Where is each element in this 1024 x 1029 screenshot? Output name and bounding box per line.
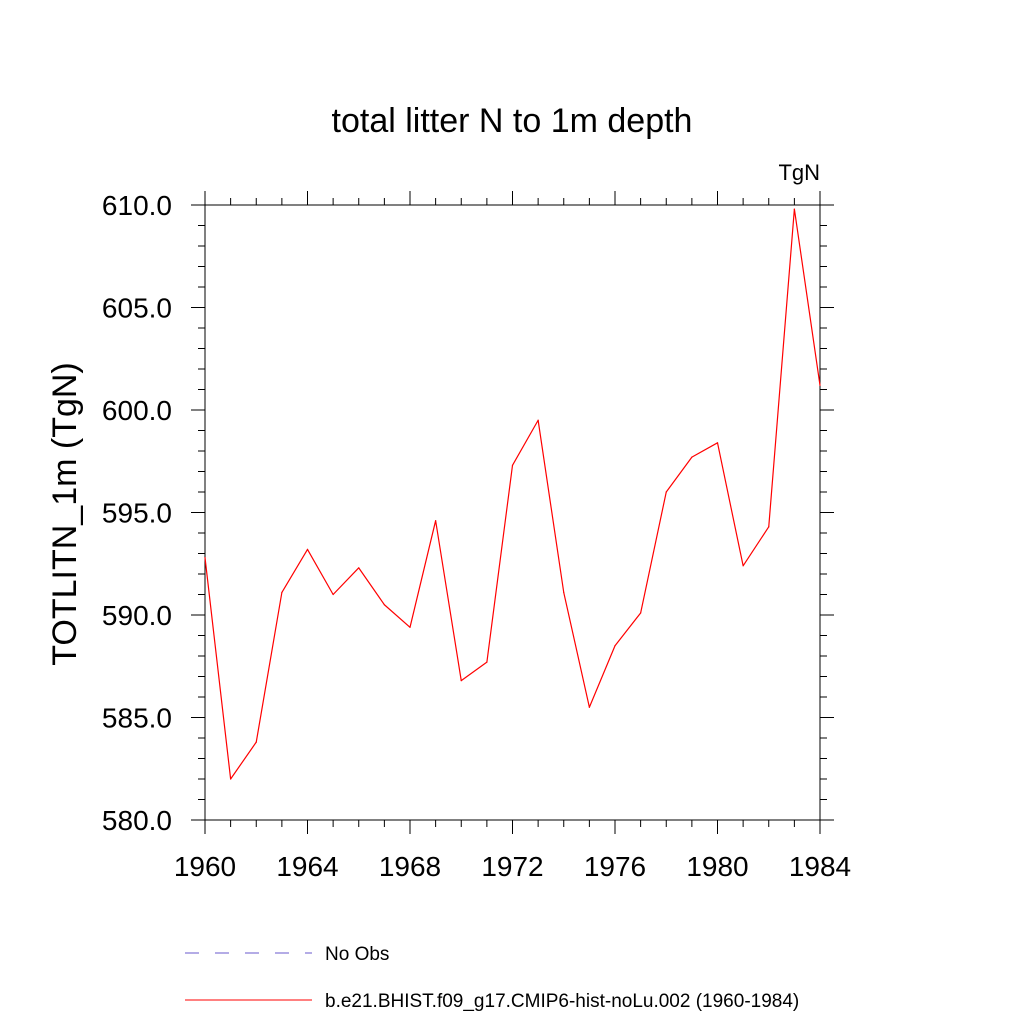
data-point — [383, 604, 385, 606]
x-tick-label: 1984 — [789, 851, 851, 882]
data-point — [563, 591, 565, 594]
data-point — [537, 419, 539, 421]
x-tick-label: 1972 — [481, 851, 543, 882]
x-tick-label: 1964 — [276, 851, 338, 882]
data-point — [281, 591, 283, 594]
axis-ticks: 1960 1964 1968 1972 1976 1980 1984 580.0 585.0 59… — [102, 190, 851, 882]
data-point — [691, 456, 693, 458]
y-tick-label: 580.0 — [102, 805, 172, 836]
y-tick-label: 595.0 — [102, 498, 172, 529]
series-lines — [204, 208, 821, 780]
data-point — [742, 565, 744, 567]
data-point — [819, 384, 821, 386]
data-point — [640, 612, 642, 614]
y-tick-label: 585.0 — [102, 703, 172, 734]
data-point — [793, 208, 795, 210]
data-point — [665, 491, 667, 493]
data-point — [204, 557, 206, 559]
data-point — [460, 680, 462, 682]
legend: No Obs b.e21.BHIST.f09_g17.CMIP6-hist-noL… — [185, 944, 799, 1012]
units-label: TgN — [778, 160, 820, 185]
legend-label: b.e21.BHIST.f09_g17.CMIP6-hist-noLu.002 … — [325, 991, 799, 1012]
x-tick-label: 1960 — [174, 851, 236, 882]
data-point — [358, 567, 360, 569]
y-axis-label: TOTLITN_1m (TgN) — [46, 362, 84, 666]
data-point — [486, 661, 488, 663]
y-tick-label: 590.0 — [102, 600, 172, 631]
data-point — [409, 626, 411, 628]
y-tick-label: 600.0 — [102, 395, 172, 426]
data-point — [511, 464, 514, 466]
legend-label: No Obs — [325, 944, 389, 965]
data-point — [768, 526, 770, 528]
plot-frame — [204, 204, 821, 821]
data-point — [588, 706, 590, 708]
data-point — [255, 741, 257, 743]
data-point — [716, 442, 719, 444]
y-tick-label: 605.0 — [102, 293, 172, 324]
plot-border — [204, 204, 821, 821]
x-tick-label: 1976 — [584, 851, 646, 882]
chart-title: total litter N to 1m depth — [332, 102, 693, 140]
y-tick-label: 610.0 — [102, 190, 172, 221]
series-line — [204, 208, 821, 780]
x-tick-label: 1968 — [379, 851, 441, 882]
data-point — [614, 645, 616, 647]
data-point — [435, 520, 437, 522]
data-point — [332, 593, 334, 596]
data-point — [230, 778, 232, 780]
x-tick-label: 1980 — [686, 851, 748, 882]
data-point — [306, 548, 309, 551]
